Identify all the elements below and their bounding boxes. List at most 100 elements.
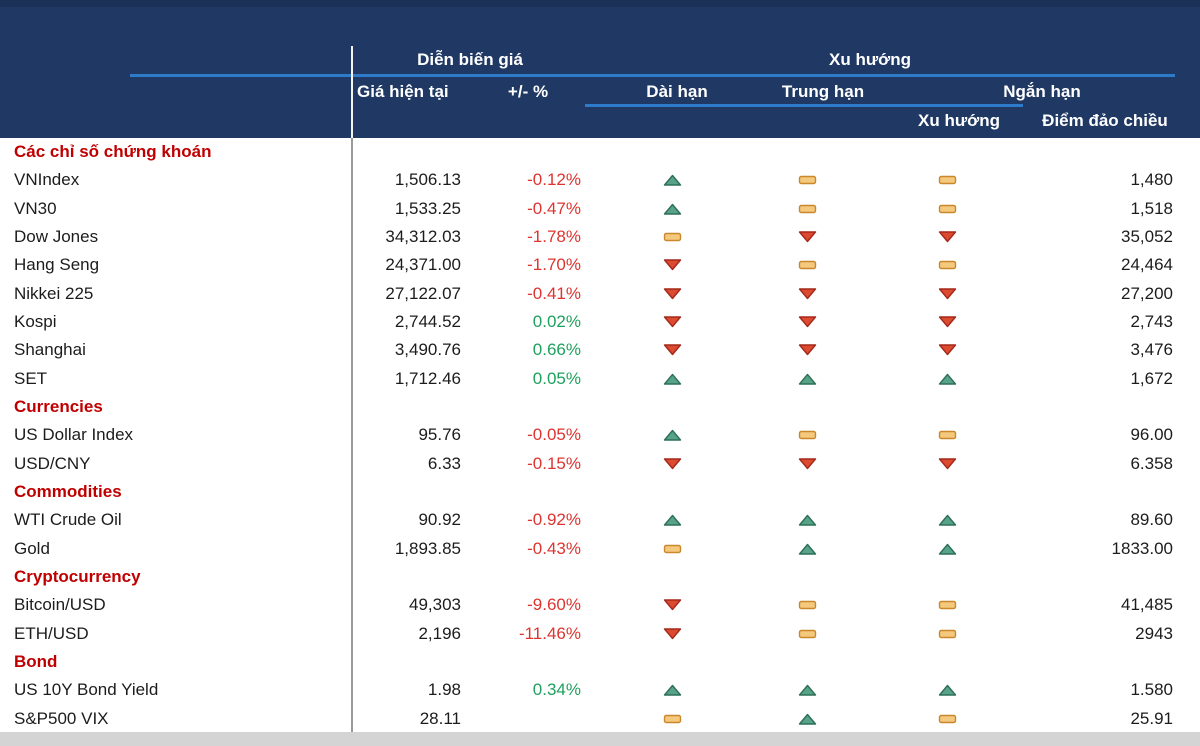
long-term-trend-cell [583, 372, 761, 386]
trend-up-icon [663, 513, 682, 527]
mid-term-trend-cell [761, 683, 853, 697]
mid-term-trend-cell [761, 513, 853, 527]
trend-up-icon [798, 683, 817, 697]
section-label: Commodities [14, 482, 122, 502]
section-label: Cryptocurrency [14, 567, 141, 587]
reversal-point: 1,480 [1130, 170, 1173, 190]
trend-up-icon [663, 683, 682, 697]
short-term-trend-cell [853, 287, 1041, 301]
mid-term-trend-cell [761, 372, 853, 386]
trend-up-icon [938, 372, 957, 386]
table-row: US 10Y Bond Yield 1.98 0.34% 1.580 [0, 676, 1200, 704]
section-label: Bond [14, 652, 58, 672]
trend-down-icon [663, 627, 682, 641]
table-row: US Dollar Index 95.76 -0.05% 96.00 [0, 421, 1200, 449]
current-price: 1.98 [427, 680, 461, 700]
reversal-point: 1.580 [1130, 680, 1173, 700]
table-row: VN30 1,533.25 -0.47% 1,518 [0, 195, 1200, 223]
asset-name: WTI Crude Oil [14, 510, 122, 530]
change-pct: -0.43% [527, 538, 581, 558]
mid-term-trend-cell [761, 230, 853, 244]
current-price: 28.11 [419, 708, 461, 728]
table-row: WTI Crude Oil 90.92 -0.92% 89.60 [0, 506, 1200, 534]
table-body: Các chỉ số chứng khoán VNIndex 1,506.13 … [0, 138, 1200, 733]
asset-name: Shanghai [14, 340, 86, 360]
trend-down-icon [798, 230, 817, 244]
trend-flat-icon [938, 258, 957, 272]
short-term-trend-cell [853, 173, 1041, 187]
reversal-point: 1833.00 [1111, 538, 1173, 558]
trend-down-icon [663, 598, 682, 612]
mid-term-trend-cell [761, 315, 853, 329]
trend-up-icon [663, 372, 682, 386]
asset-name: Kospi [14, 312, 57, 332]
header-divider-line-1 [130, 74, 1175, 77]
long-term-trend-cell [583, 457, 761, 471]
current-price: 95.76 [418, 425, 461, 445]
reversal-point: 1,518 [1130, 198, 1173, 218]
current-price: 24,371.00 [385, 255, 461, 275]
mid-term-trend-cell [761, 627, 853, 641]
mid-term-trend-cell [761, 598, 853, 612]
short-term-trend-cell [853, 598, 1041, 612]
table-header: Diễn biến giá Xu hướng Giá hiện tại +/- … [0, 0, 1200, 138]
short-term-trend-cell [853, 372, 1041, 386]
short-term-trend-cell [853, 683, 1041, 697]
change-pct: -0.41% [527, 283, 581, 303]
trend-flat-icon [938, 598, 957, 612]
section-header-row: Currencies [0, 393, 1200, 421]
section-header-row: Bond [0, 648, 1200, 676]
asset-name: SET [14, 368, 48, 388]
trend-flat-icon [938, 712, 957, 726]
mid-term-trend-cell [761, 173, 853, 187]
current-price: 49,303 [409, 595, 461, 615]
long-term-trend-cell [583, 258, 761, 272]
trend-up-icon [663, 173, 682, 187]
table-row: Nikkei 225 27,122.07 -0.41% 27,200 [0, 280, 1200, 308]
long-term-trend-cell [583, 315, 761, 329]
trend-up-icon [798, 372, 817, 386]
column-header-short-trend: Xu hướng [918, 111, 1000, 130]
asset-name: Gold [14, 538, 50, 558]
mid-term-trend-cell [761, 202, 853, 216]
reversal-point: 41,485 [1121, 595, 1173, 615]
asset-name: USD/CNY [14, 453, 91, 473]
table-row: ETH/USD 2,196 -11.46% 2943 [0, 620, 1200, 648]
reversal-point: 96.00 [1130, 425, 1173, 445]
mid-term-trend-cell [761, 343, 853, 357]
long-term-trend-cell [583, 230, 761, 244]
trend-down-icon [663, 287, 682, 301]
mid-term-trend-cell [761, 258, 853, 272]
asset-name: Nikkei 225 [14, 283, 94, 303]
change-pct: -0.15% [527, 453, 581, 473]
trend-down-icon [798, 287, 817, 301]
change-pct: -0.12% [527, 170, 581, 190]
section-header-row: Các chỉ số chứng khoán [0, 138, 1200, 166]
current-price: 6.33 [427, 453, 461, 473]
trend-flat-icon [663, 712, 682, 726]
short-term-trend-cell [853, 513, 1041, 527]
mid-term-trend-cell [761, 712, 853, 726]
trend-flat-icon [663, 230, 682, 244]
long-term-trend-cell [583, 712, 761, 726]
trend-down-icon [663, 343, 682, 357]
short-term-trend-cell [853, 202, 1041, 216]
long-term-trend-cell [583, 627, 761, 641]
long-term-trend-cell [583, 287, 761, 301]
asset-name: S&P500 VIX [14, 708, 109, 728]
short-term-trend-cell [853, 428, 1041, 442]
reversal-point: 6.358 [1130, 453, 1173, 473]
column-group-price-action: Diễn biến giá [417, 50, 523, 69]
trend-up-icon [938, 683, 957, 697]
table-row: Kospi 2,744.52 0.02% 2,743 [0, 308, 1200, 336]
asset-name: VN30 [14, 198, 57, 218]
short-term-trend-cell [853, 457, 1041, 471]
asset-name: Bitcoin/USD [14, 595, 106, 615]
table-row: USD/CNY 6.33 -0.15% 6.358 [0, 450, 1200, 478]
trend-up-icon [663, 202, 682, 216]
trend-down-icon [938, 287, 957, 301]
current-price: 3,490.76 [394, 340, 461, 360]
trend-flat-icon [938, 627, 957, 641]
reversal-point: 27,200 [1121, 283, 1173, 303]
table-row: Shanghai 3,490.76 0.66% 3,476 [0, 336, 1200, 364]
